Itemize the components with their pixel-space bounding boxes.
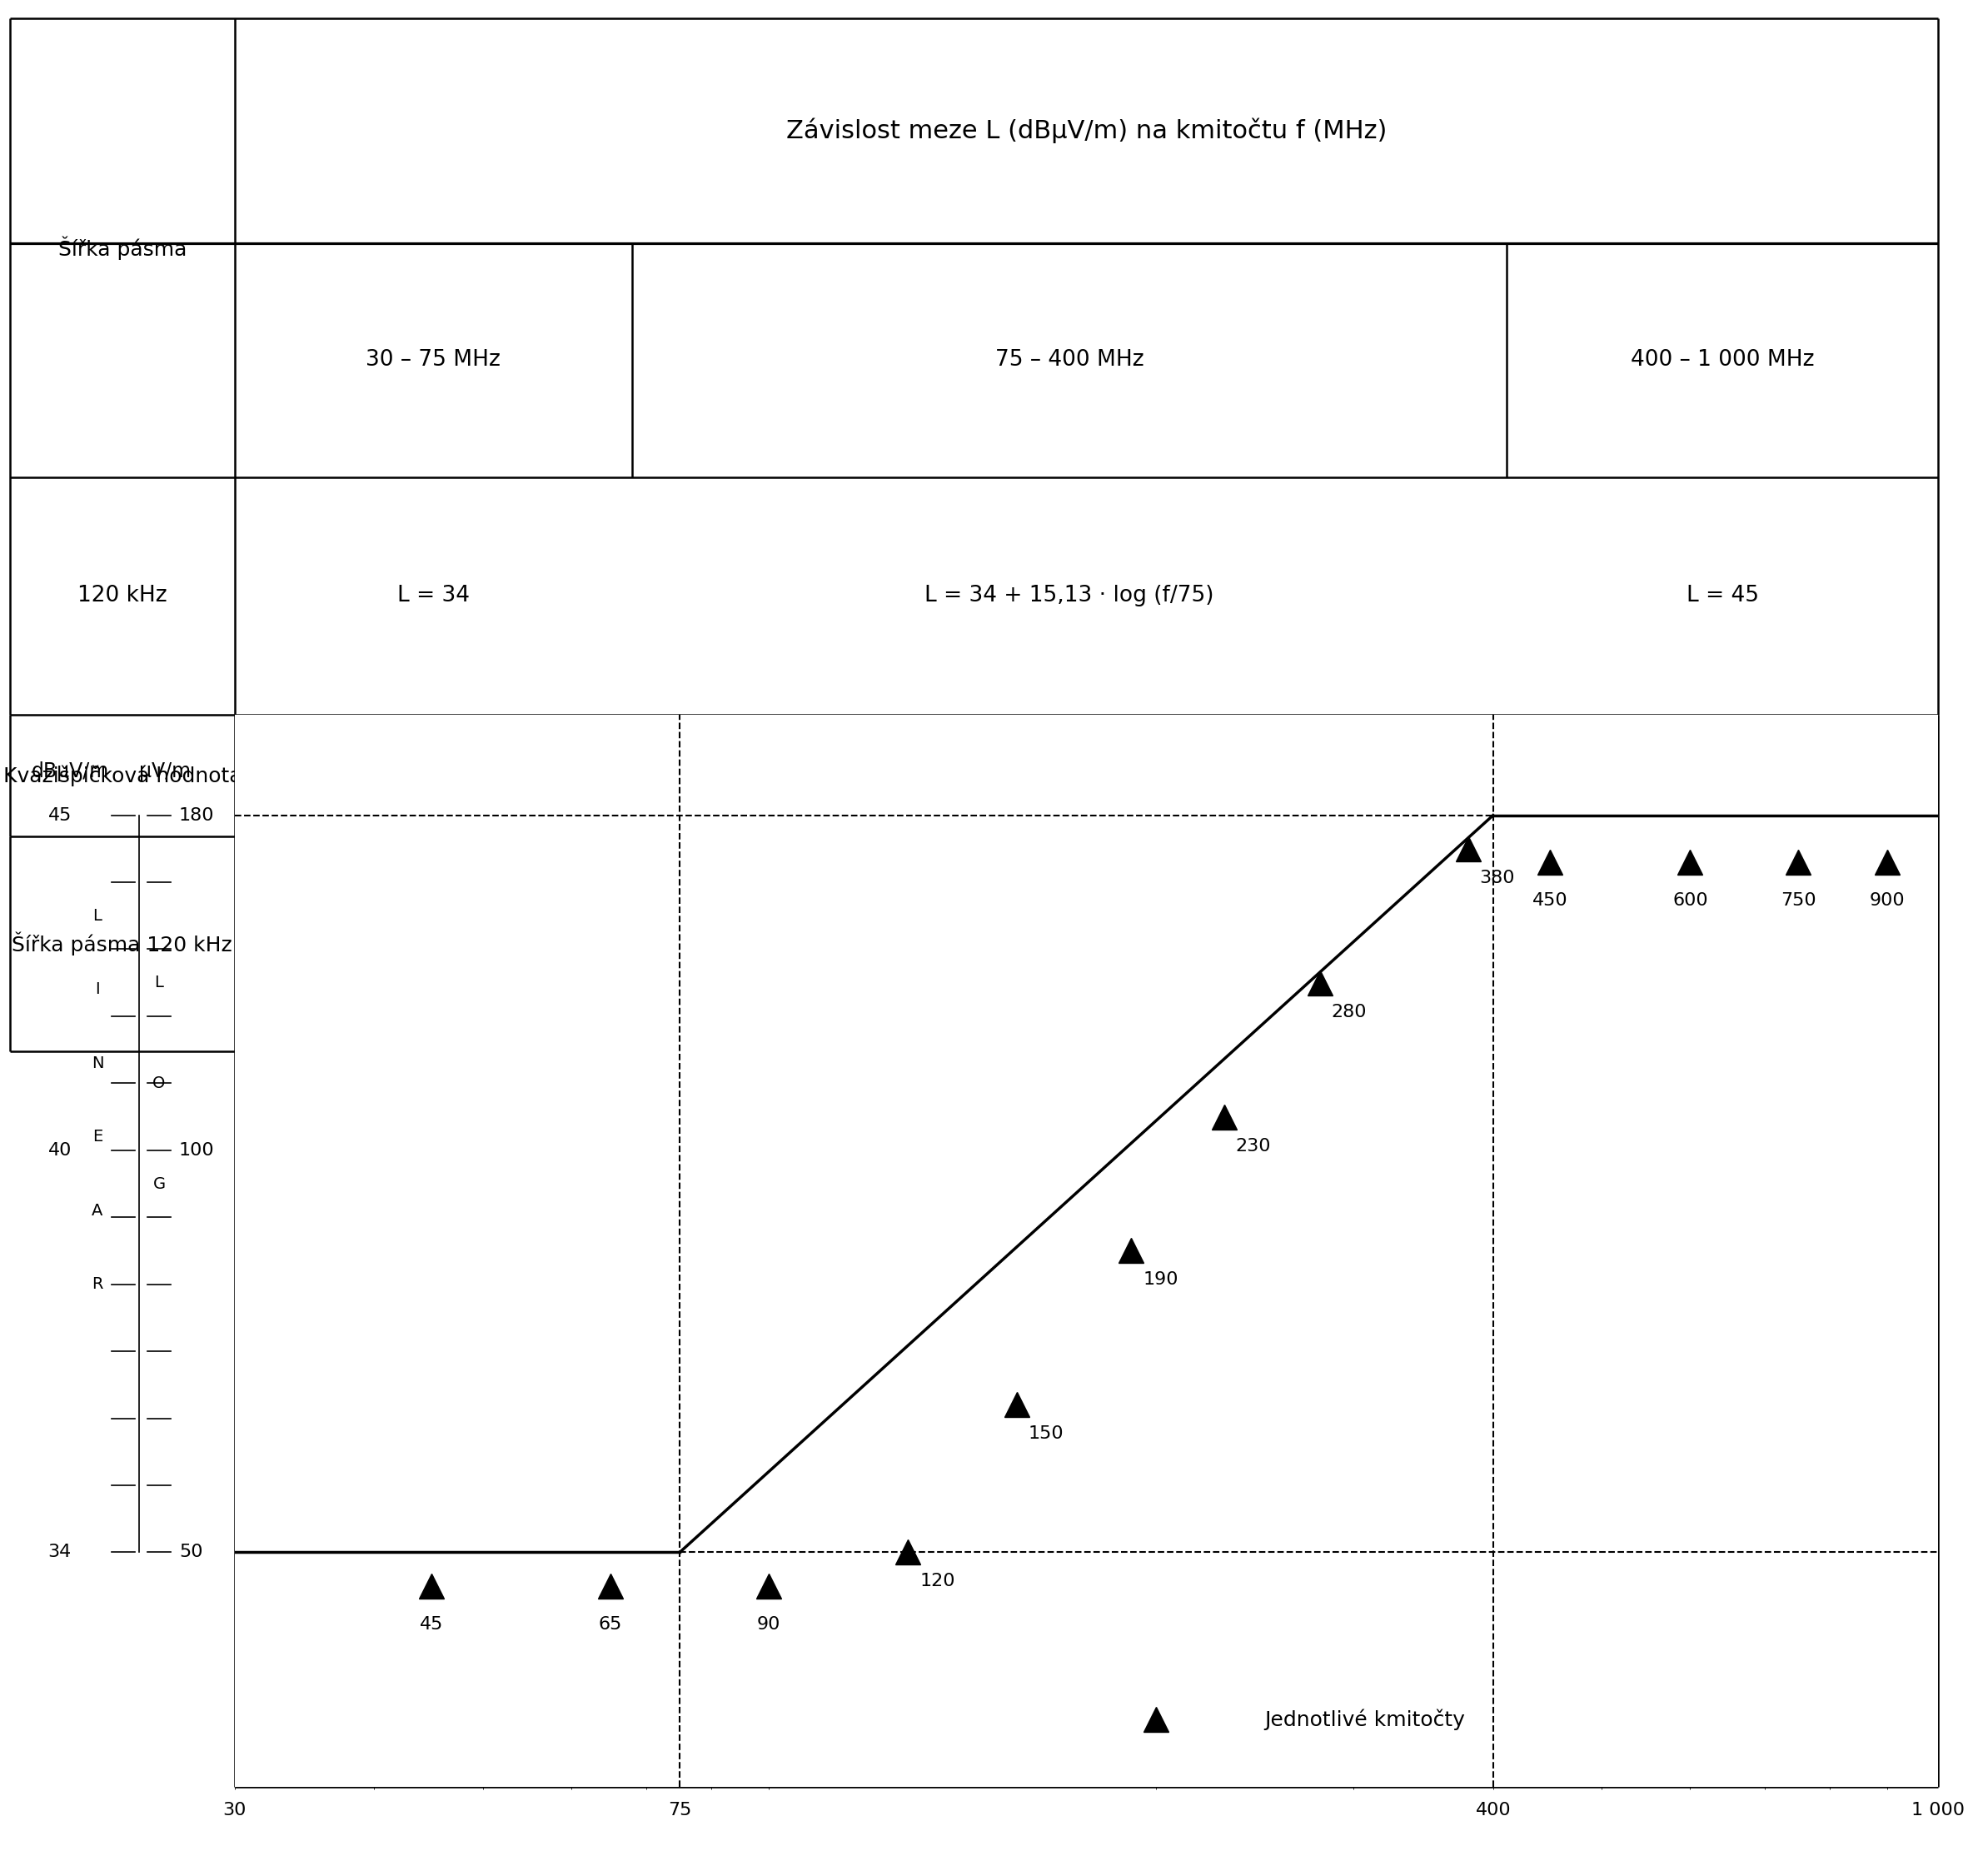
Text: L = 34 + 15,13 · log (f/75): L = 34 + 15,13 · log (f/75) (924, 586, 1215, 606)
Text: I: I (95, 982, 99, 997)
Text: 280: 280 (1332, 1003, 1368, 1020)
Text: 50: 50 (179, 1544, 203, 1560)
Text: Lineární průběh
dBμV/m při log. stupnici
kmitočtu: Lineární průběh dBμV/m při log. stupnici… (1066, 864, 1302, 934)
Text: 90: 90 (757, 1617, 779, 1633)
Text: L: L (93, 907, 101, 924)
Text: 150: 150 (1028, 1426, 1064, 1443)
Text: μV/m: μV/m (139, 761, 191, 782)
Text: 180: 180 (179, 806, 215, 823)
Text: Jednotlivé kmitočty: Jednotlivé kmitočty (1264, 1710, 1465, 1731)
Text: 100: 100 (179, 1141, 215, 1158)
Text: Šířka pásma: Šířka pásma (58, 236, 187, 260)
Text: 900: 900 (1869, 892, 1905, 909)
Text: 190: 190 (1143, 1272, 1179, 1289)
Text: 1 000: 1 000 (1912, 1802, 1964, 1819)
Text: dBμV/m: dBμV/m (32, 761, 109, 782)
Text: 45: 45 (48, 806, 72, 823)
Text: E: E (91, 1128, 103, 1145)
Text: 75 – 400 MHz: 75 – 400 MHz (996, 350, 1143, 370)
Text: 40: 40 (48, 1141, 72, 1158)
Text: G: G (153, 1175, 165, 1192)
Text: 65: 65 (598, 1617, 622, 1633)
Text: 230: 230 (1237, 1138, 1270, 1154)
Text: 750: 750 (1781, 892, 1817, 909)
Text: L = 34: L = 34 (398, 586, 469, 606)
Text: L = 45: L = 45 (1686, 586, 1759, 606)
Text: L: L (155, 975, 163, 990)
Text: A: A (91, 1203, 103, 1218)
Text: 45: 45 (419, 1617, 443, 1633)
Text: Kvazišpičková hodnota: Kvazišpičková hodnota (2, 765, 243, 786)
Text: 450: 450 (1533, 892, 1569, 909)
Text: 120 kHz: 120 kHz (78, 586, 167, 606)
Text: Šířka pásma 120 kHz: Šířka pásma 120 kHz (12, 932, 233, 956)
Text: 30 – 75 MHz: 30 – 75 MHz (366, 350, 501, 370)
Text: 120: 120 (920, 1574, 954, 1590)
Text: Závislost meze L (dBμV/m) na kmitočtu f (MHz): Závislost meze L (dBμV/m) na kmitočtu f … (785, 118, 1388, 144)
Text: 30: 30 (223, 1802, 247, 1819)
Text: 380: 380 (1479, 870, 1515, 887)
Text: 75: 75 (668, 1802, 692, 1819)
Text: O: O (153, 1076, 165, 1091)
Text: 400: 400 (1475, 1802, 1511, 1819)
Text: R: R (91, 1276, 103, 1293)
Text: 34: 34 (48, 1544, 72, 1560)
Text: 600: 600 (1672, 892, 1708, 909)
Text: 400 – 1 000 MHz: 400 – 1 000 MHz (1630, 350, 1815, 370)
Text: N: N (91, 1055, 103, 1070)
